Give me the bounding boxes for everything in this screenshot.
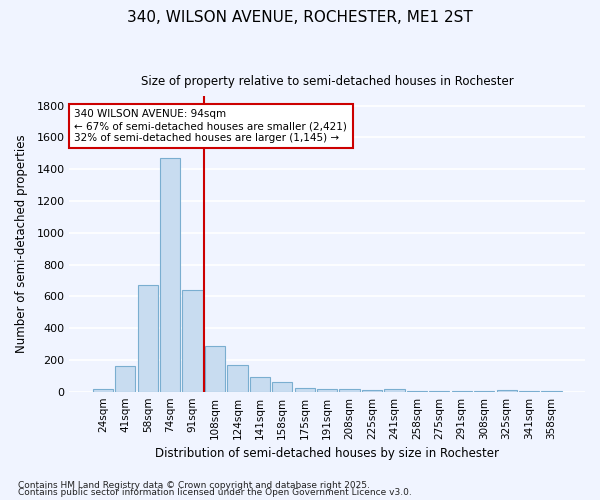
Bar — [227, 364, 248, 392]
Bar — [541, 391, 562, 392]
Bar — [474, 391, 494, 392]
Bar — [317, 388, 337, 392]
Bar — [407, 391, 427, 392]
Bar — [250, 376, 270, 392]
Bar — [137, 285, 158, 392]
Text: Contains HM Land Registry data © Crown copyright and database right 2025.: Contains HM Land Registry data © Crown c… — [18, 480, 370, 490]
Text: 340, WILSON AVENUE, ROCHESTER, ME1 2ST: 340, WILSON AVENUE, ROCHESTER, ME1 2ST — [127, 10, 473, 25]
Bar — [362, 390, 382, 392]
Text: 340 WILSON AVENUE: 94sqm
← 67% of semi-detached houses are smaller (2,421)
32% o: 340 WILSON AVENUE: 94sqm ← 67% of semi-d… — [74, 110, 347, 142]
Bar — [452, 391, 472, 392]
Bar — [115, 366, 136, 392]
Bar — [93, 388, 113, 392]
Bar — [182, 290, 203, 392]
Y-axis label: Number of semi-detached properties: Number of semi-detached properties — [15, 134, 28, 353]
Bar — [385, 390, 404, 392]
Title: Size of property relative to semi-detached houses in Rochester: Size of property relative to semi-detach… — [141, 75, 514, 88]
Bar — [429, 391, 449, 392]
Text: Contains public sector information licensed under the Open Government Licence v3: Contains public sector information licen… — [18, 488, 412, 497]
Bar — [160, 158, 180, 392]
X-axis label: Distribution of semi-detached houses by size in Rochester: Distribution of semi-detached houses by … — [155, 447, 499, 460]
Bar — [340, 390, 359, 392]
Bar — [295, 388, 315, 392]
Bar — [205, 346, 225, 392]
Bar — [497, 390, 517, 392]
Bar — [519, 391, 539, 392]
Bar — [272, 382, 292, 392]
